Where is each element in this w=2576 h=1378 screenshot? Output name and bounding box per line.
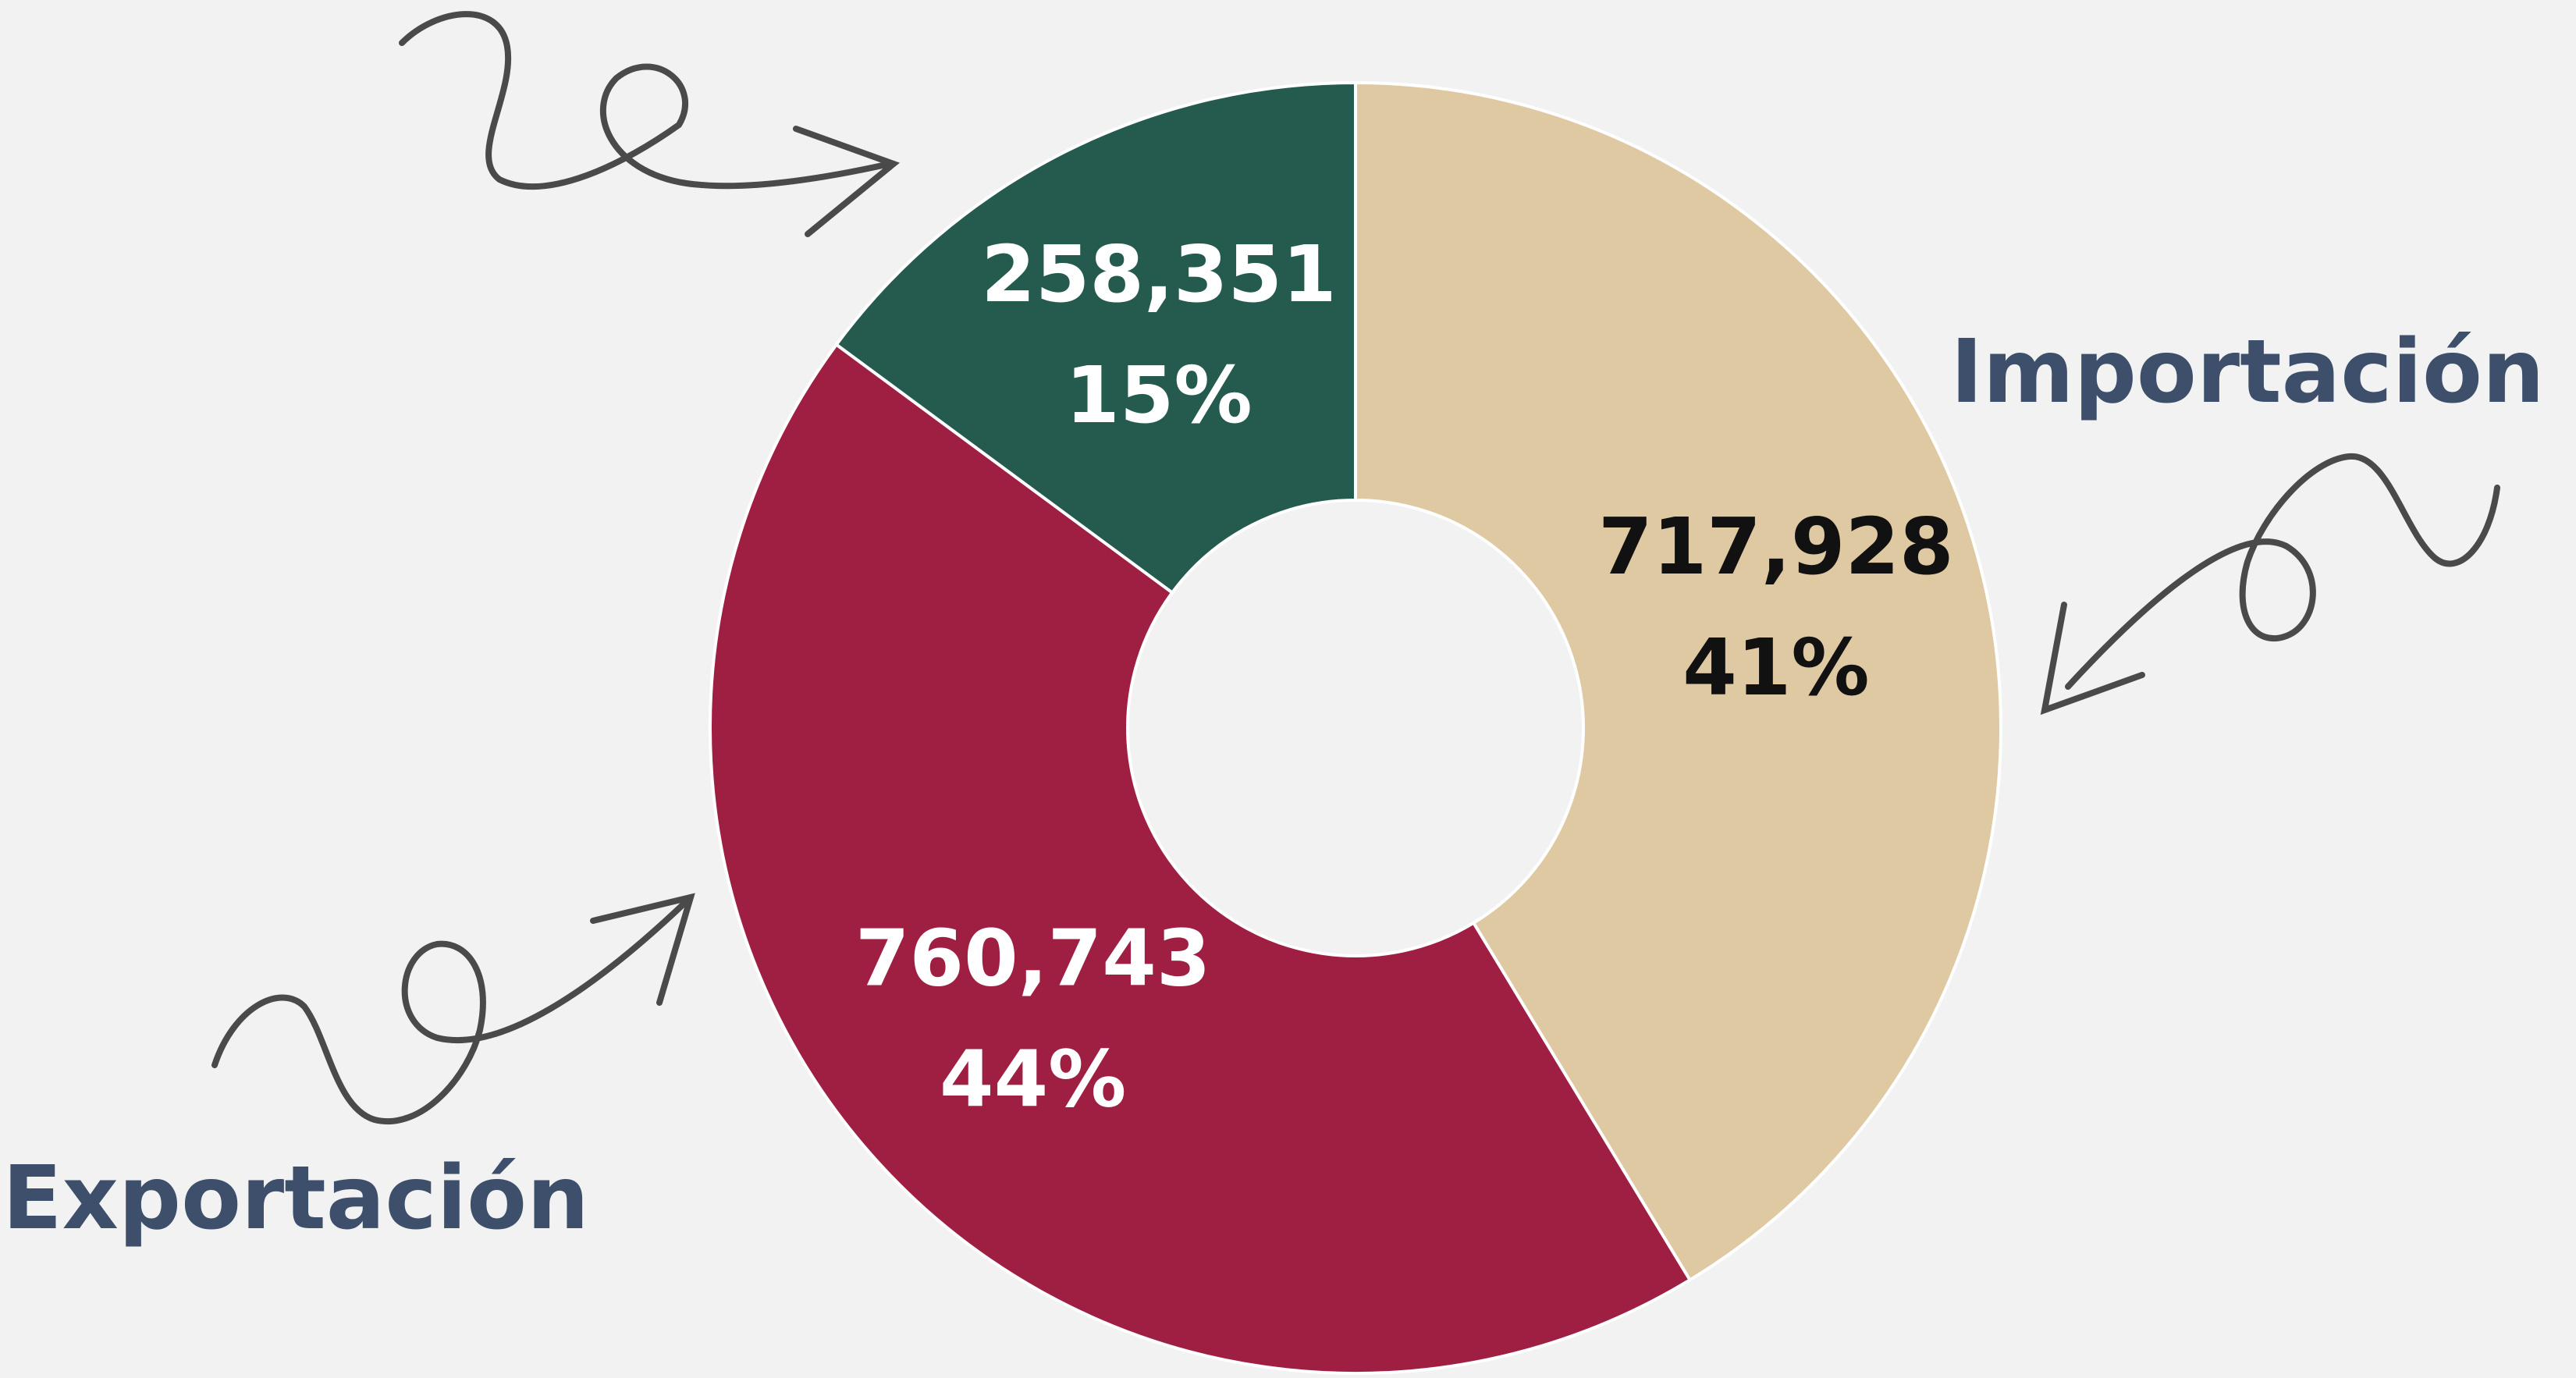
category-label: Exportación bbox=[2, 1148, 589, 1249]
arrow-head bbox=[2040, 602, 2145, 716]
arrow-top bbox=[399, 11, 893, 190]
arrow-right bbox=[2065, 453, 2500, 690]
donut-slice bbox=[709, 342, 1693, 1375]
value-label: 258,351 bbox=[981, 229, 1336, 320]
value-label: 760,743 bbox=[855, 912, 1210, 1003]
percent-label: 41% bbox=[1682, 622, 1869, 713]
category-label: Importación bbox=[1950, 321, 2544, 423]
decor-arrows bbox=[211, 11, 2500, 1124]
donut-slice bbox=[834, 80, 1357, 595]
arrow-head bbox=[590, 893, 695, 1006]
percent-label: 15% bbox=[1065, 350, 1252, 441]
donut-slice bbox=[1354, 80, 2002, 1283]
value-label: 717,928 bbox=[1598, 501, 1953, 592]
arrow-head bbox=[793, 126, 900, 237]
arrow-left bbox=[211, 894, 694, 1124]
percent-label: 44% bbox=[940, 1033, 1126, 1124]
